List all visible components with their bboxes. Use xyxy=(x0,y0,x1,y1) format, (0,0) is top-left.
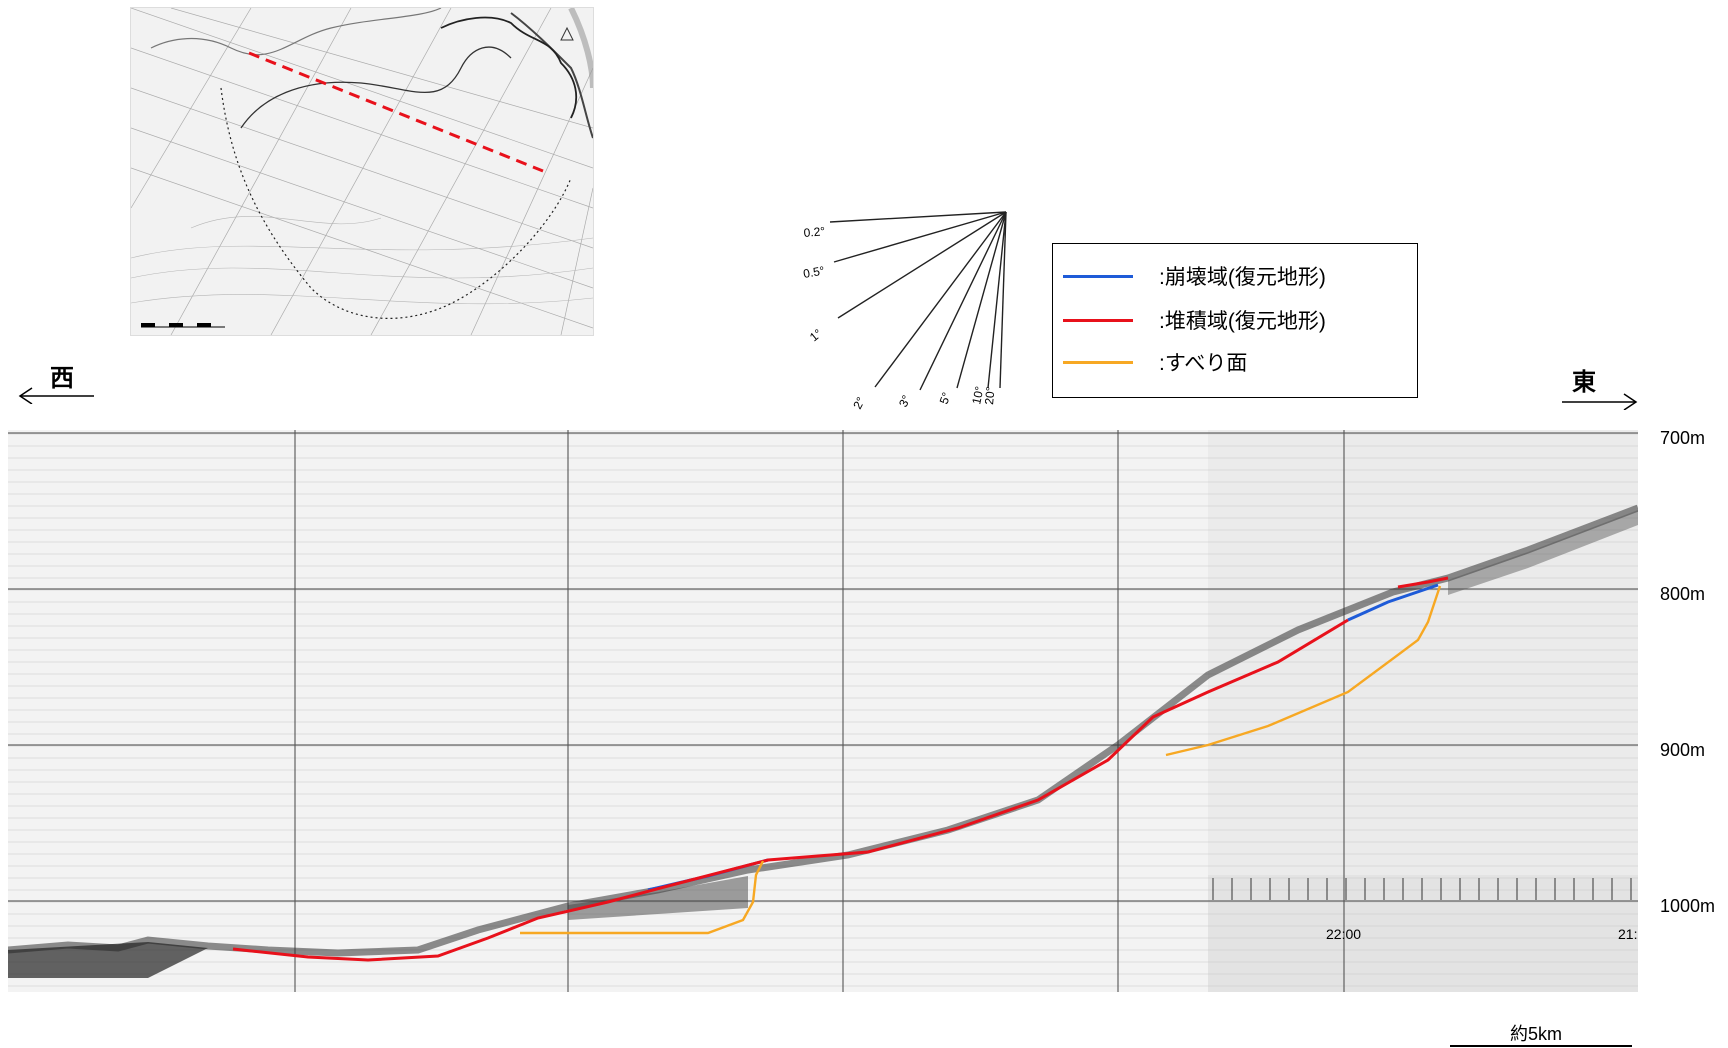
inset-map-graphic xyxy=(130,6,596,336)
direction-east: 東 xyxy=(1560,362,1640,412)
slope-fan-graphic: 0.2° 0.5° 1° 2° 3° 5° 10°20° xyxy=(802,211,1007,412)
seismic-profile-graphic xyxy=(7,430,1640,992)
slope-line xyxy=(829,211,1007,223)
slip-surface-east xyxy=(1165,585,1442,757)
slope-angle-label: 1° xyxy=(807,326,825,344)
arrow-left-icon xyxy=(18,387,94,404)
slope-line xyxy=(874,211,1007,388)
arrow-right-icon xyxy=(1562,393,1638,410)
slope-line xyxy=(999,211,1007,389)
legend: :崩壊域(復元地形) :堆積域(復元地形) :すべり面 xyxy=(1052,243,1418,398)
slope-line xyxy=(987,211,1007,389)
slope-line xyxy=(837,211,1007,319)
scale-bar xyxy=(1450,1045,1632,1047)
slope-angle-label: 5° xyxy=(937,390,954,406)
slope-angle-label: 0.2° xyxy=(803,224,826,240)
seismic-profile xyxy=(7,430,1640,992)
legend-label-deposit: :堆積域(復元地形) xyxy=(1159,310,1326,333)
north-arrow-icon xyxy=(560,26,574,41)
legend-swatch-deposit xyxy=(1063,318,1133,322)
deposit-line xyxy=(232,618,1349,962)
depth-label-900: 900m xyxy=(1660,740,1706,760)
depth-label-700: 700m xyxy=(1660,428,1706,448)
slope-angle-label: 2° xyxy=(850,395,868,412)
record-time-right: 21: xyxy=(1618,926,1638,942)
legend-label-collapse: :崩壊域(復元地形) xyxy=(1159,266,1326,289)
legend-swatch-slip xyxy=(1063,360,1133,364)
scale-label: 約5km xyxy=(1510,1024,1563,1044)
slope-line xyxy=(833,211,1007,263)
slope-angle-label: 0.5° xyxy=(802,263,826,281)
slope-angle-label: 10° xyxy=(969,385,987,406)
depth-label-800: 800m xyxy=(1660,584,1706,604)
legend-item-slip: :すべり面 xyxy=(1063,344,1247,380)
legend-swatch-collapse xyxy=(1063,274,1133,278)
record-time-left: 22:00 xyxy=(1326,926,1362,942)
direction-east-label: 東 xyxy=(1572,369,1596,396)
direction-west-label: 西 xyxy=(50,365,74,392)
slip-surface-west xyxy=(520,860,765,935)
slope-angle-label: 3° xyxy=(896,393,914,409)
legend-label-slip: :すべり面 xyxy=(1159,352,1248,375)
slope-line xyxy=(919,211,1007,391)
slope-line xyxy=(956,211,1007,389)
inset-location-map xyxy=(130,6,596,336)
map-scale-bar xyxy=(141,323,225,328)
direction-west: 西 xyxy=(18,358,98,408)
legend-item-collapse: :崩壊域(復元地形) xyxy=(1063,258,1326,294)
slope-angle-label: 20° xyxy=(982,386,998,405)
legend-item-deposit: :堆積域(復元地形) xyxy=(1063,302,1326,338)
deposit-line-east xyxy=(1397,576,1449,589)
slope-angle-fan: 0.2° 0.5° 1° 2° 3° 5° 10° 20° xyxy=(790,200,1020,415)
depth-label-1000: 1000m xyxy=(1660,896,1716,916)
collapse-line-east xyxy=(1347,583,1439,622)
